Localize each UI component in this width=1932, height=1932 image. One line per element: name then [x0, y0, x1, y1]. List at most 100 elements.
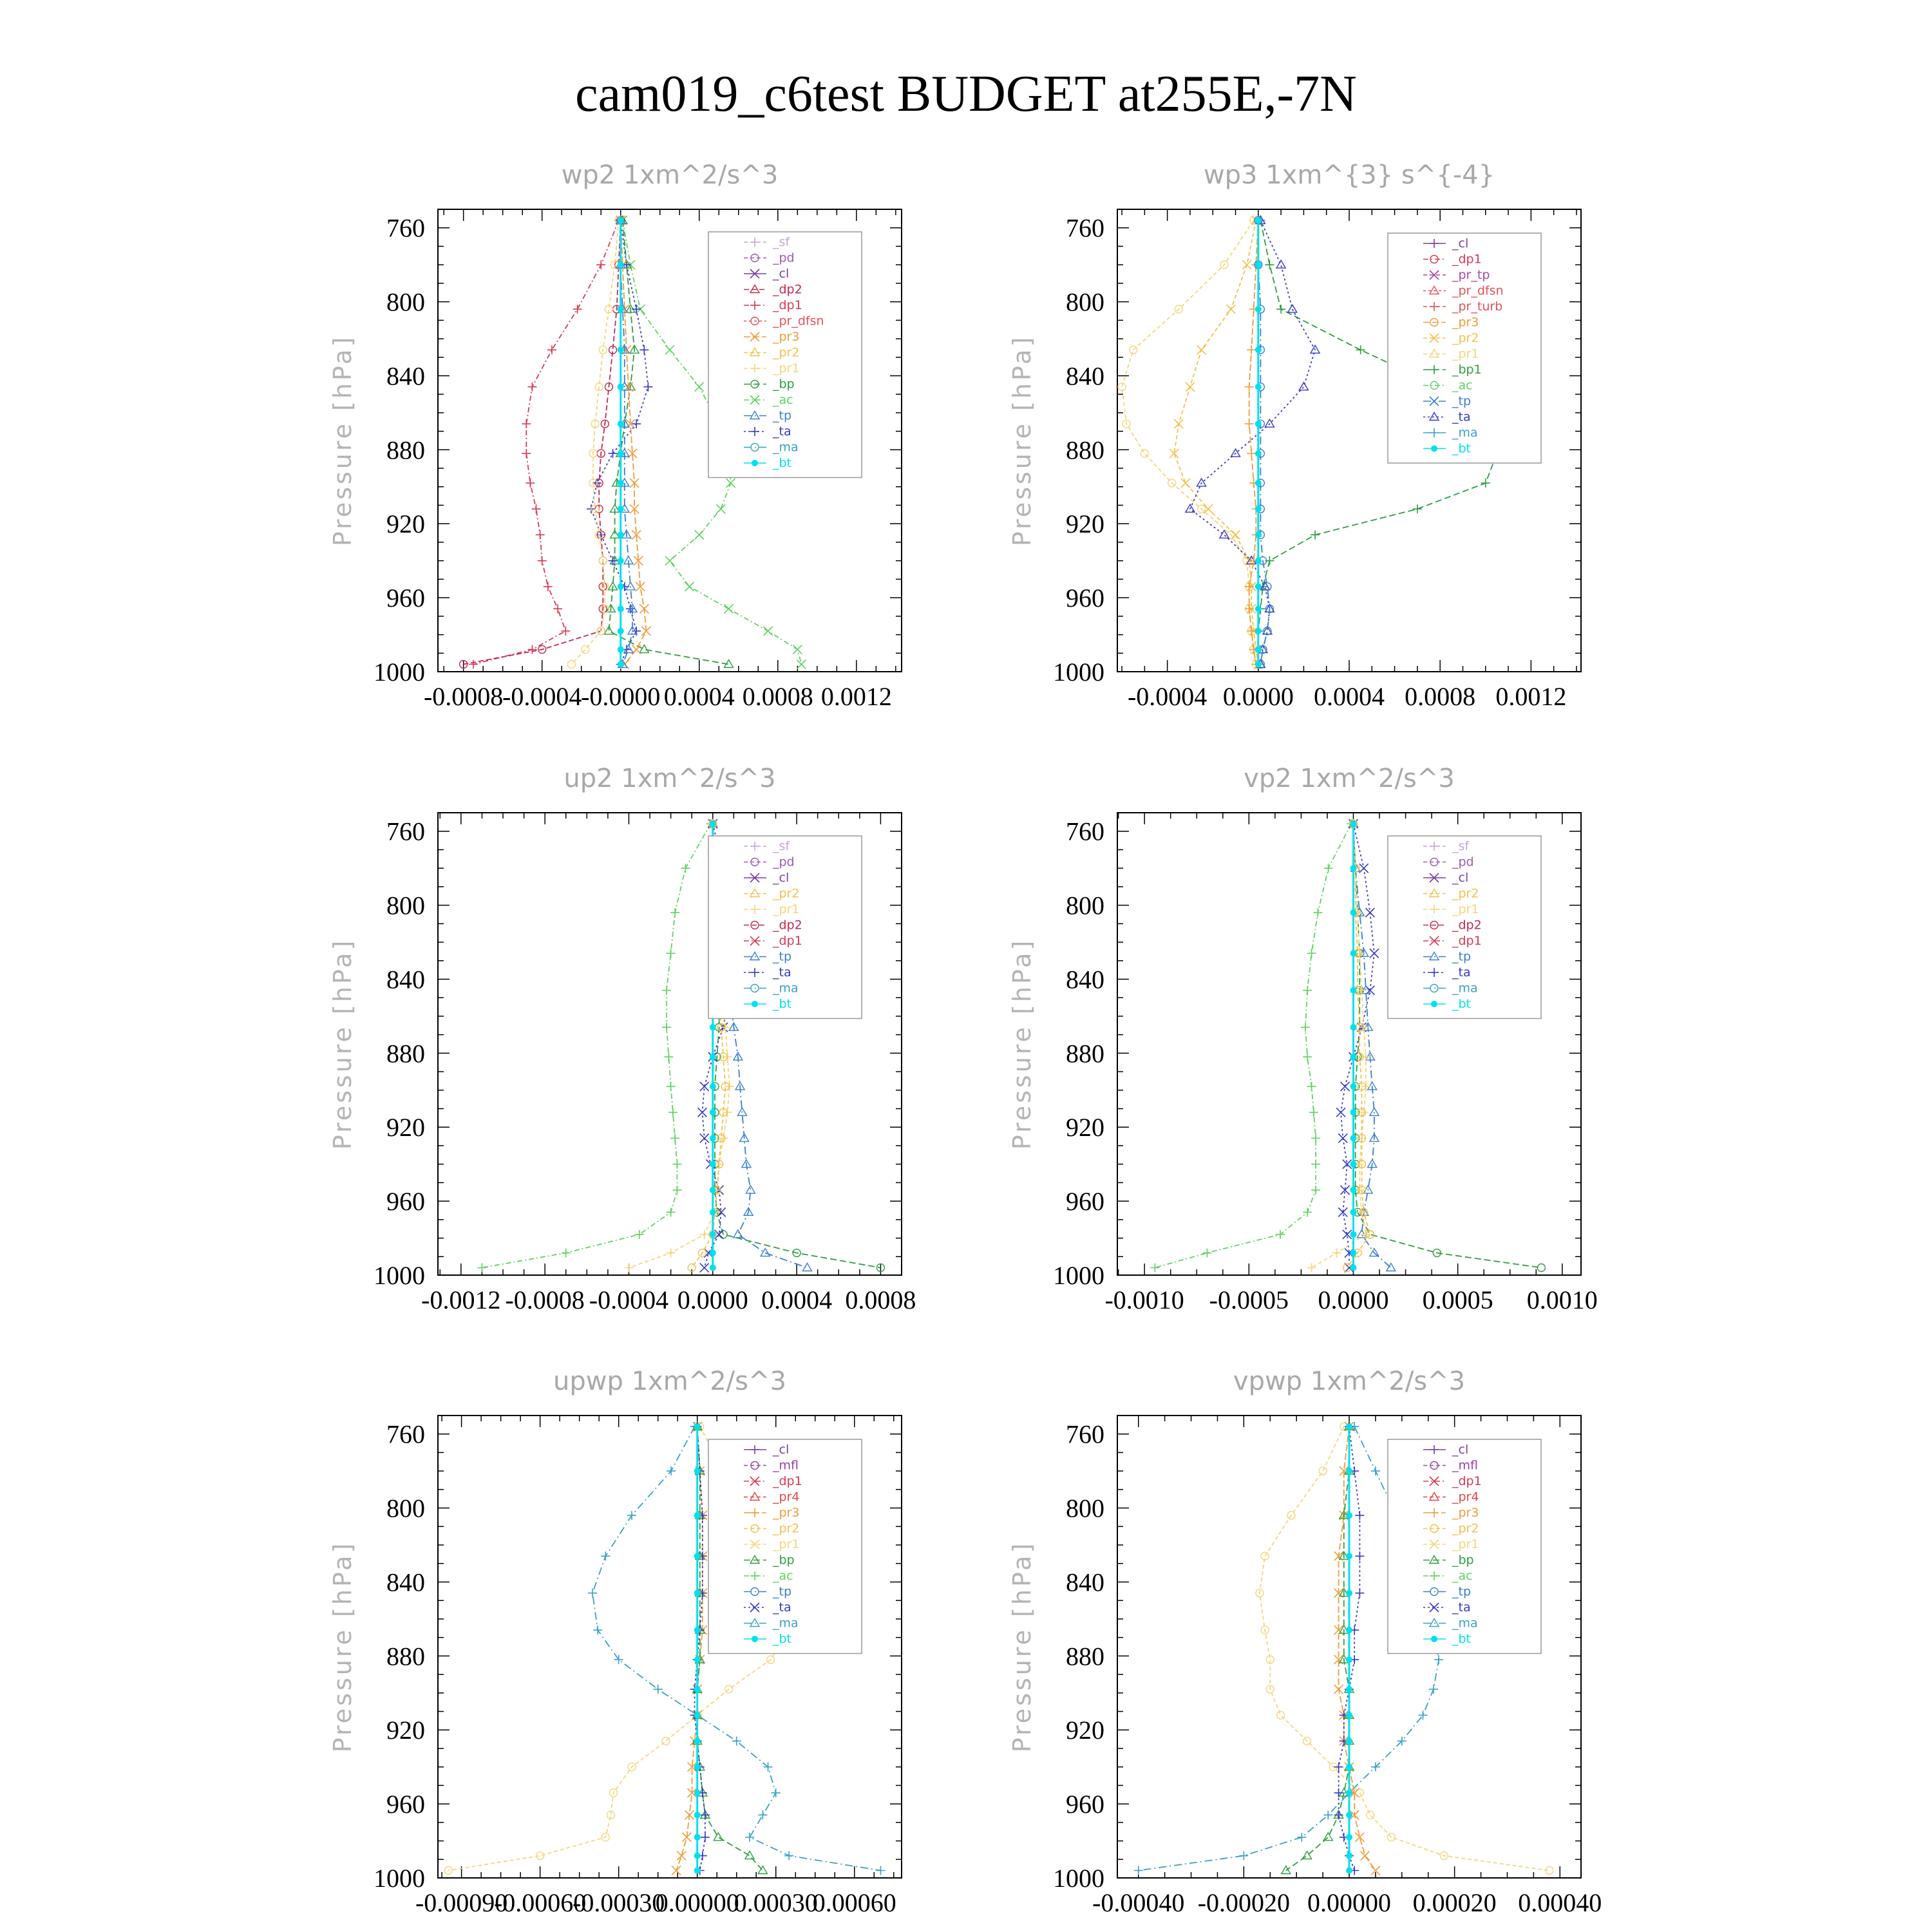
- legend-label: _sf: [772, 235, 790, 249]
- legend-item: _pr2: [744, 346, 799, 360]
- data-point: [1255, 450, 1262, 457]
- data-point: [694, 1553, 701, 1560]
- x-tick-label: -0.0004: [1128, 682, 1207, 711]
- data-point: [617, 306, 624, 313]
- x-tick-label: 0.00030: [734, 1888, 818, 1917]
- legend-item: _pr_tp: [1423, 268, 1490, 282]
- figure-title: cam019_c6test BUDGET at255E,-7N: [575, 66, 1357, 122]
- data-point: [715, 504, 726, 514]
- data-point: [1338, 1207, 1348, 1217]
- data-point: [567, 659, 576, 669]
- data-point: [561, 626, 571, 636]
- legend-label: _ac: [1452, 1569, 1473, 1583]
- data-point: [1387, 1833, 1396, 1842]
- data-point: [598, 556, 607, 565]
- chart-panel-6: vpwp 1xm^2/s^3 Pressure [hPa] 760 800 840 880…: [1008, 1367, 1602, 1917]
- data-point: [717, 1023, 726, 1032]
- data-point: [1346, 1852, 1352, 1859]
- legend-label: _cl: [1452, 871, 1468, 885]
- legend-item: _tp: [744, 409, 791, 423]
- data-point: [1302, 1736, 1312, 1746]
- series-line: [1121, 220, 1257, 665]
- data-point: [643, 382, 653, 392]
- data-point: [639, 644, 650, 654]
- plot-frame: [1117, 812, 1582, 1276]
- data-point: [1255, 627, 1262, 634]
- legend-label: _pr_dfsn: [772, 314, 824, 328]
- y-tick-label: 1000: [1053, 658, 1104, 687]
- data-point: [694, 1763, 701, 1770]
- y-tick-label: 960: [386, 1187, 425, 1216]
- y-tick-label: 920: [386, 1716, 425, 1745]
- data-point: [639, 603, 649, 614]
- legend-item: _dp2: [1423, 918, 1482, 933]
- series-tp: [615, 214, 638, 668]
- data-point: [1255, 506, 1262, 513]
- data-point: [1340, 1185, 1350, 1195]
- data-point: [526, 478, 535, 488]
- data-point: [608, 449, 618, 459]
- data-point: [671, 1865, 681, 1876]
- series-bt: [1350, 820, 1357, 1271]
- data-point: [709, 1249, 716, 1256]
- data-point: [633, 556, 643, 566]
- series-line: [1189, 220, 1316, 665]
- legend-item: _sf: [744, 839, 790, 853]
- x-tick-label: 0.0000: [1318, 1285, 1388, 1314]
- legend-label: _mfl: [1452, 1459, 1478, 1473]
- legend: _cl_mfl_dp1_pr4_pr3_pr2_pr1_bp_ac_tp_ta_…: [708, 1439, 862, 1654]
- y-tick-label: 960: [1066, 1790, 1104, 1819]
- legend-item: _pd: [1423, 855, 1474, 869]
- y-tick-label: 1000: [1053, 1261, 1104, 1290]
- series-line: [1258, 1426, 1550, 1871]
- data-point: [1323, 1832, 1334, 1841]
- data-point: [1309, 344, 1321, 354]
- x-tick-label: -0.00090: [415, 1888, 507, 1917]
- y-tick-label: 960: [386, 1790, 425, 1819]
- data-point: [629, 478, 639, 488]
- data-point: [700, 1832, 710, 1842]
- y-tick-label: 880: [386, 1039, 425, 1068]
- data-point: [1434, 1655, 1444, 1665]
- data-point: [1276, 1710, 1285, 1719]
- legend-label: _pr2: [1452, 331, 1479, 345]
- data-point: [672, 1185, 682, 1195]
- data-point: [1359, 1208, 1368, 1217]
- data-point: [1365, 907, 1375, 918]
- data-point: [617, 627, 624, 634]
- y-tick-label: 800: [386, 288, 425, 317]
- legend-label: _bp1: [1452, 363, 1482, 377]
- data-point: [667, 1466, 676, 1476]
- data-point: [1346, 1589, 1352, 1596]
- legend-item: _tp: [744, 1585, 791, 1599]
- y-tick-label: 920: [1066, 1716, 1104, 1745]
- data-point: [1349, 1810, 1359, 1820]
- data-point: [624, 1263, 634, 1273]
- chart-panel-5: upwp 1xm^2/s^3 Pressure [hPa] 760 800 840 880…: [328, 1367, 902, 1917]
- data-point: [1311, 1185, 1321, 1195]
- data-point: [1303, 1052, 1312, 1062]
- data-point: [1185, 382, 1195, 392]
- x-tick-label: 0.0004: [664, 682, 735, 711]
- x-tick-label: 0.00000: [656, 1888, 739, 1917]
- data-point: [1117, 383, 1126, 392]
- legend-label: _bt: [1452, 1632, 1471, 1646]
- legend-label: _pr2: [772, 1522, 799, 1536]
- x-tick-label: 0.0008: [845, 1285, 916, 1314]
- legend-label: _pr4: [772, 1490, 799, 1504]
- data-point: [1354, 1832, 1365, 1842]
- data-point: [535, 530, 545, 540]
- data-point: [1275, 259, 1287, 269]
- data-point: [627, 603, 638, 613]
- data-point: [1346, 1686, 1352, 1693]
- data-point: [687, 1263, 696, 1273]
- data-point: [699, 1229, 709, 1239]
- x-tick-label: 0.00020: [1413, 1888, 1497, 1917]
- y-tick-label: 800: [386, 1494, 425, 1523]
- data-point: [1350, 1135, 1357, 1142]
- legend-item: _ma: [1423, 426, 1478, 440]
- data-point: [623, 644, 634, 654]
- panel-title: wp2 1xm^2/s^3: [562, 160, 779, 190]
- y-axis-label: Pressure [hPa]: [1008, 1541, 1036, 1753]
- data-point: [1356, 345, 1365, 355]
